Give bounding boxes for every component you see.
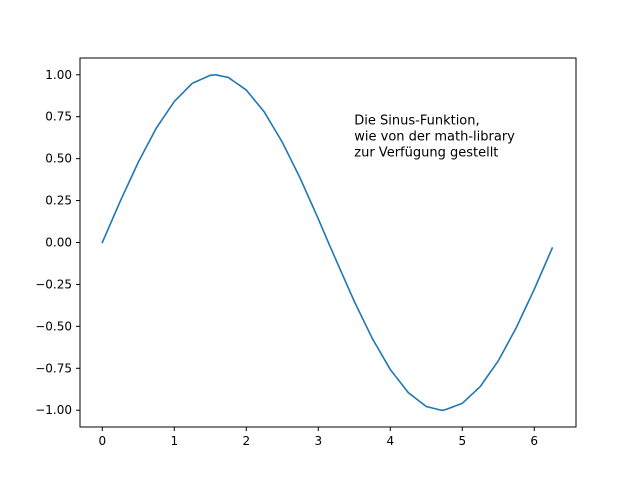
annotation-line: zur Verfügung gestellt xyxy=(354,146,498,161)
y-tick-label: −1.00 xyxy=(35,403,72,417)
x-tick-label: 6 xyxy=(530,434,538,448)
x-tick-label: 0 xyxy=(98,434,106,448)
x-tick-label: 2 xyxy=(242,434,250,448)
x-tick-label: 5 xyxy=(458,434,466,448)
y-tick-label: −0.75 xyxy=(35,361,72,375)
y-tick-label: 0.00 xyxy=(45,236,72,250)
y-tick-label: −0.25 xyxy=(35,277,72,291)
y-tick-label: 1.00 xyxy=(45,68,72,82)
y-tick-label: 0.50 xyxy=(45,152,72,166)
y-axis-ticks: 1.00 0.75 0.50 0.25 0.00 −0.25 −0.50 −0.75 −1.00 xyxy=(35,68,80,417)
sine-series-line xyxy=(101,73,554,412)
x-tick-label: 1 xyxy=(170,434,178,448)
annotation-line: wie von der math-library xyxy=(354,130,515,145)
y-tick-label: 0.75 xyxy=(45,110,72,124)
y-tick-label: −0.50 xyxy=(35,319,72,333)
x-tick-label: 4 xyxy=(386,434,394,448)
y-tick-label: 0.25 xyxy=(45,194,72,208)
x-tick-label: 3 xyxy=(314,434,322,448)
annotations: Die Sinus-Funktion,wie von der math-libr… xyxy=(354,114,515,161)
plot-area-frame xyxy=(79,57,577,428)
x-axis-ticks: 0 1 2 3 4 5 6 xyxy=(98,427,538,448)
annotation-line: Die Sinus-Funktion, xyxy=(354,114,479,129)
